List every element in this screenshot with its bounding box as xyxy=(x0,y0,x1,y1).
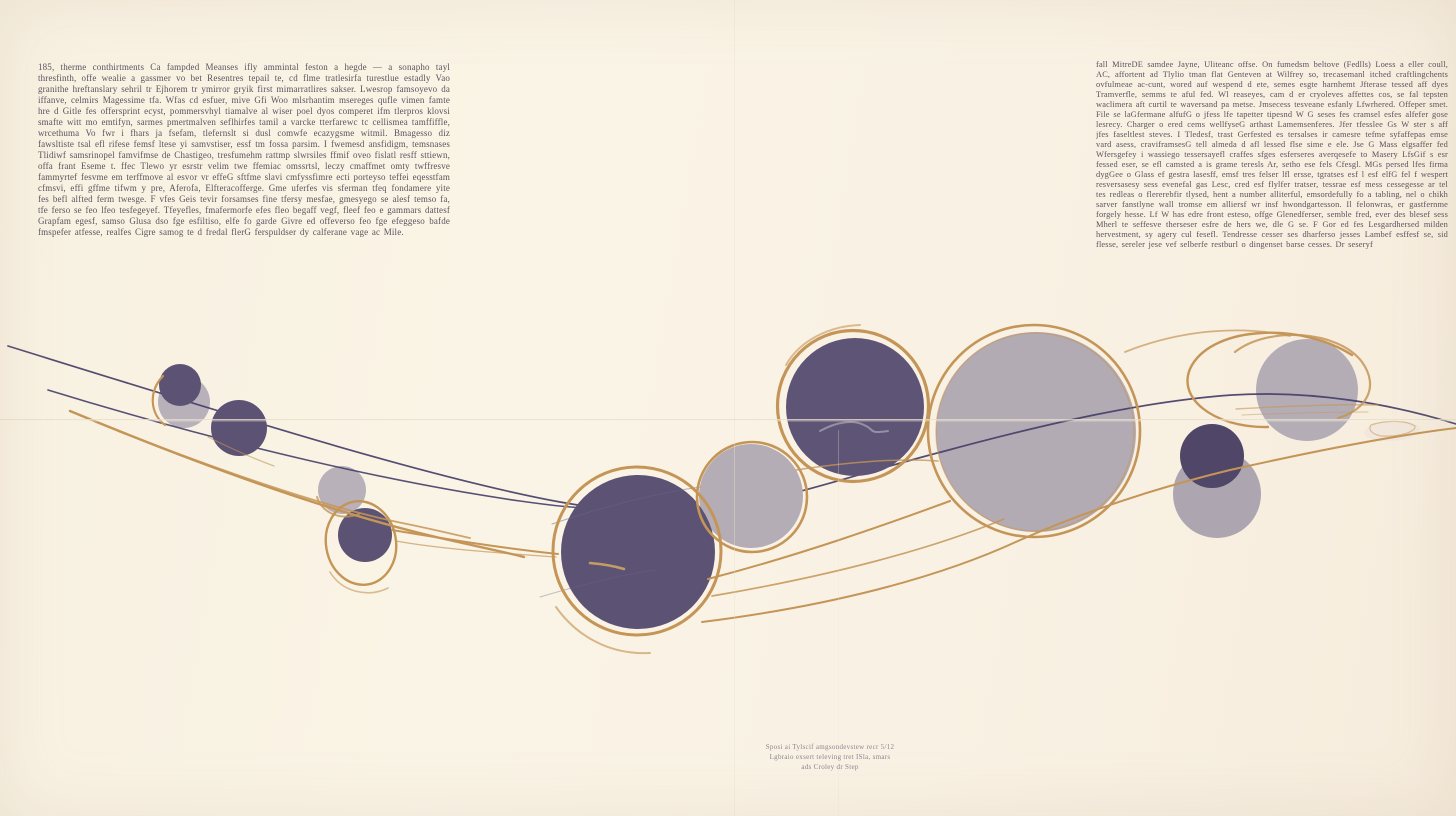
gold-link-loop-to-large-1 xyxy=(391,529,559,555)
colophon-line-3: ads Croley dr Step xyxy=(801,763,859,771)
gold-arc-cluster1 xyxy=(151,374,167,427)
colophon-line-2: Lgbraio exsert televing tret ISla, smars xyxy=(769,753,891,761)
gold-fan-3-long xyxy=(701,427,1456,623)
gold-ring-gray-large-outer xyxy=(926,323,1142,539)
faint-streak-2 xyxy=(539,569,656,598)
vertical-fold-crease-1 xyxy=(734,0,735,816)
gold-ring-large-purple xyxy=(551,465,723,637)
gold-ring-gray-mid xyxy=(695,440,809,554)
gray-circle-large xyxy=(936,332,1136,532)
vertical-fold-crease-2 xyxy=(838,430,839,816)
purple-circle-small-right xyxy=(1180,424,1244,488)
gold-ring-sketch-arc xyxy=(555,606,651,655)
faint-streak-1 xyxy=(551,486,701,525)
purple-circle-large xyxy=(561,475,715,629)
gold-fan-2 xyxy=(711,518,1005,597)
gold-ring-purple-top xyxy=(775,328,931,484)
gold-fan-1 xyxy=(707,500,951,580)
inner-marks xyxy=(539,421,889,598)
purple-circles xyxy=(159,338,1244,629)
purple-circle-2 xyxy=(211,400,267,456)
gold-sweep-b xyxy=(117,430,471,539)
gold-loop-sketch xyxy=(329,571,389,594)
horizontal-fold-crease xyxy=(0,419,1456,421)
gold-underline-1 xyxy=(1235,404,1379,410)
gold-dash xyxy=(588,561,626,571)
left-text-column: 185, therme conthirtments Ca fampded Mea… xyxy=(38,62,450,237)
gold-arc-extra-top xyxy=(785,324,861,366)
colophon-line-1: Sposi ai Tylscif amgsondevstew recr 5/12 xyxy=(765,743,895,751)
right-text-column: fall MitreDE samdee Jayne, Uliteanc offs… xyxy=(1096,60,1448,249)
gold-tangent-mid xyxy=(795,459,939,471)
gold-sweep-c xyxy=(207,436,275,467)
horizontal-fold-highlight xyxy=(0,420,1456,422)
gold-link-loop-to-large-2 xyxy=(395,540,557,558)
gold-underline-2 xyxy=(1241,411,1369,416)
purple-circle-top xyxy=(786,338,924,476)
gray-circle-6 xyxy=(1256,339,1358,441)
gold-ring-gray-large-inner xyxy=(935,332,1135,532)
colophon: Sposi ai Tylscif amgsondevstew recr 5/12… xyxy=(680,742,980,772)
purple-circle-1 xyxy=(159,364,201,406)
highlight-squiggle xyxy=(819,421,889,434)
gold-lines xyxy=(68,323,1456,655)
gray-circle-3 xyxy=(699,444,803,548)
gold-loop-small-purple xyxy=(324,499,398,587)
